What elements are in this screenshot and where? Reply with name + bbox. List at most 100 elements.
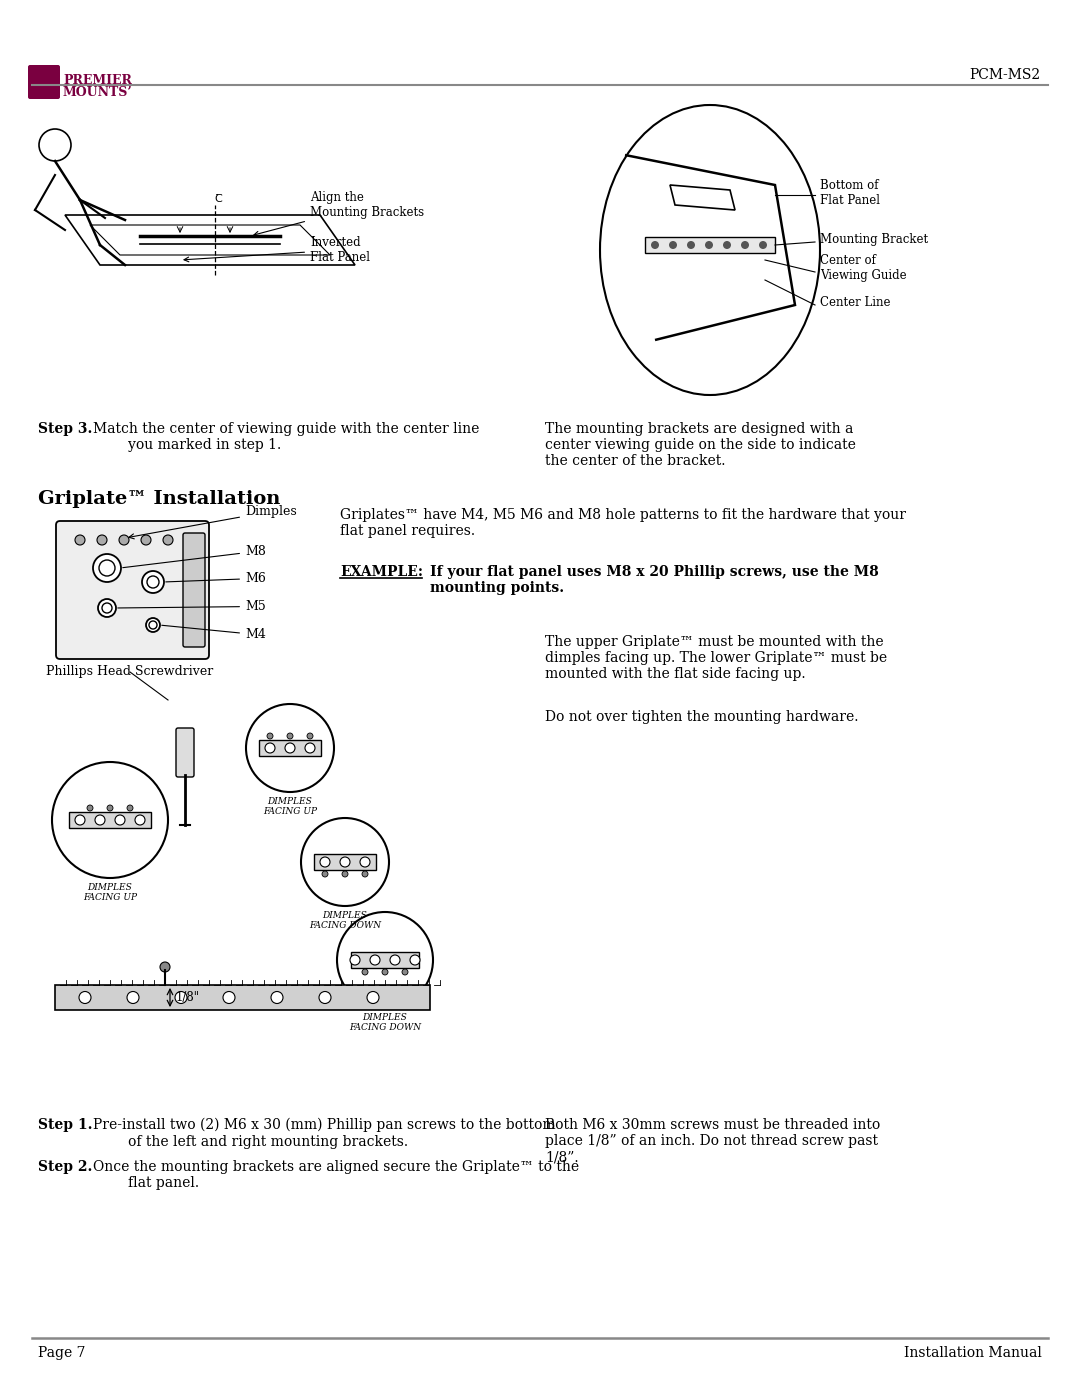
Text: Griplate™ Installation: Griplate™ Installation (38, 490, 281, 509)
Circle shape (95, 814, 105, 826)
FancyBboxPatch shape (56, 521, 210, 659)
Text: MOUNTS’: MOUNTS’ (63, 87, 133, 99)
Text: Once the mounting brackets are aligned secure the Griplate™ to the
        flat : Once the mounting brackets are aligned s… (93, 1160, 579, 1190)
Text: M5: M5 (118, 599, 266, 613)
Circle shape (107, 805, 113, 812)
Circle shape (127, 805, 133, 812)
Text: Step 1.: Step 1. (38, 1118, 93, 1132)
Text: Dimples: Dimples (129, 504, 297, 539)
Text: PCM-MS2: PCM-MS2 (969, 68, 1040, 82)
Text: Bottom of
Flat Panel: Bottom of Flat Panel (820, 179, 880, 207)
Circle shape (75, 535, 85, 545)
Circle shape (285, 743, 295, 753)
Circle shape (75, 814, 85, 826)
FancyBboxPatch shape (183, 534, 205, 647)
Circle shape (410, 956, 420, 965)
FancyBboxPatch shape (259, 740, 321, 756)
Circle shape (350, 956, 360, 965)
Circle shape (320, 856, 330, 868)
Text: Page 7: Page 7 (38, 1345, 85, 1361)
Circle shape (322, 870, 328, 877)
Circle shape (360, 856, 370, 868)
Bar (55, 985, 430, 1010)
Text: Pre-install two (2) M6 x 30 (mm) Phillip pan screws to the bottom
        of the: Pre-install two (2) M6 x 30 (mm) Phillip… (93, 1118, 555, 1148)
Circle shape (163, 535, 173, 545)
Circle shape (705, 242, 713, 249)
Text: DIMPLES
FACING DOWN: DIMPLES FACING DOWN (309, 911, 381, 930)
Text: The mounting brackets are designed with a
center viewing guide on the side to in: The mounting brackets are designed with … (545, 422, 855, 468)
Circle shape (362, 970, 368, 975)
Circle shape (382, 970, 388, 975)
FancyBboxPatch shape (69, 812, 150, 828)
Circle shape (669, 242, 677, 249)
Circle shape (141, 535, 151, 545)
Text: DIMPLES
FACING DOWN: DIMPLES FACING DOWN (349, 1013, 421, 1032)
Text: Griplates™ have M4, M5 M6 and M8 hole patterns to fit the hardware that your
fla: Griplates™ have M4, M5 M6 and M8 hole pa… (340, 509, 906, 538)
Text: M8: M8 (123, 545, 266, 567)
Circle shape (723, 242, 731, 249)
Text: Step 2.: Step 2. (38, 1160, 93, 1173)
Circle shape (97, 535, 107, 545)
Text: PREMIER: PREMIER (63, 74, 132, 88)
FancyBboxPatch shape (176, 728, 194, 777)
Circle shape (267, 733, 273, 739)
Text: 1/8": 1/8" (176, 990, 200, 1004)
Circle shape (114, 814, 125, 826)
Text: Do not over tighten the mounting hardware.: Do not over tighten the mounting hardwar… (545, 710, 859, 724)
Circle shape (741, 242, 750, 249)
FancyBboxPatch shape (28, 66, 60, 99)
Circle shape (175, 992, 187, 1003)
Circle shape (305, 743, 315, 753)
Circle shape (222, 992, 235, 1003)
Text: DIMPLES
FACING UP: DIMPLES FACING UP (83, 883, 137, 902)
Text: Phillips Head Screwdriver: Phillips Head Screwdriver (46, 665, 214, 678)
Circle shape (246, 704, 334, 792)
Text: Align the
Mounting Brackets: Align the Mounting Brackets (254, 191, 424, 236)
Circle shape (301, 819, 389, 907)
Text: DIMPLES
FACING UP: DIMPLES FACING UP (264, 798, 318, 816)
Circle shape (79, 992, 91, 1003)
Text: Inverted
Flat Panel: Inverted Flat Panel (184, 236, 370, 264)
Circle shape (307, 733, 313, 739)
Circle shape (342, 870, 348, 877)
Text: C̅: C̅ (214, 194, 221, 204)
Text: If your flat panel uses M8 x 20 Phillip screws, use the M8
mounting points.: If your flat panel uses M8 x 20 Phillip … (430, 564, 879, 595)
Circle shape (319, 992, 330, 1003)
Circle shape (390, 956, 400, 965)
Circle shape (160, 963, 170, 972)
Circle shape (127, 992, 139, 1003)
Text: Both M6 x 30mm screws must be threaded into
place 1/8” of an inch. Do not thread: Both M6 x 30mm screws must be threaded i… (545, 1118, 880, 1165)
Circle shape (146, 617, 160, 631)
Circle shape (651, 242, 659, 249)
Circle shape (402, 970, 408, 975)
Text: Mounting Bracket: Mounting Bracket (820, 233, 928, 246)
Circle shape (119, 535, 129, 545)
Circle shape (759, 242, 767, 249)
Text: M4: M4 (162, 626, 266, 641)
Circle shape (265, 743, 275, 753)
Text: EXAMPLE:: EXAMPLE: (340, 564, 423, 578)
Circle shape (135, 814, 145, 826)
Circle shape (52, 761, 168, 877)
Circle shape (340, 856, 350, 868)
Circle shape (337, 912, 433, 1009)
FancyBboxPatch shape (314, 854, 376, 870)
Text: M6: M6 (165, 571, 266, 585)
Circle shape (367, 992, 379, 1003)
Text: Center of
Viewing Guide: Center of Viewing Guide (820, 254, 906, 282)
Circle shape (87, 805, 93, 812)
Text: Match the center of viewing guide with the center line
        you marked in ste: Match the center of viewing guide with t… (93, 422, 480, 453)
Circle shape (370, 956, 380, 965)
FancyBboxPatch shape (645, 237, 775, 253)
Circle shape (93, 555, 121, 583)
Text: Installation Manual: Installation Manual (904, 1345, 1042, 1361)
Text: Center Line: Center Line (820, 296, 891, 310)
Text: The upper Griplate™ must be mounted with the
dimples facing up. The lower Gripla: The upper Griplate™ must be mounted with… (545, 636, 887, 682)
Circle shape (287, 733, 293, 739)
FancyBboxPatch shape (351, 951, 419, 968)
Circle shape (687, 242, 696, 249)
Text: Step 3.: Step 3. (38, 422, 93, 436)
Circle shape (362, 870, 368, 877)
Circle shape (141, 571, 164, 592)
Circle shape (98, 599, 116, 617)
